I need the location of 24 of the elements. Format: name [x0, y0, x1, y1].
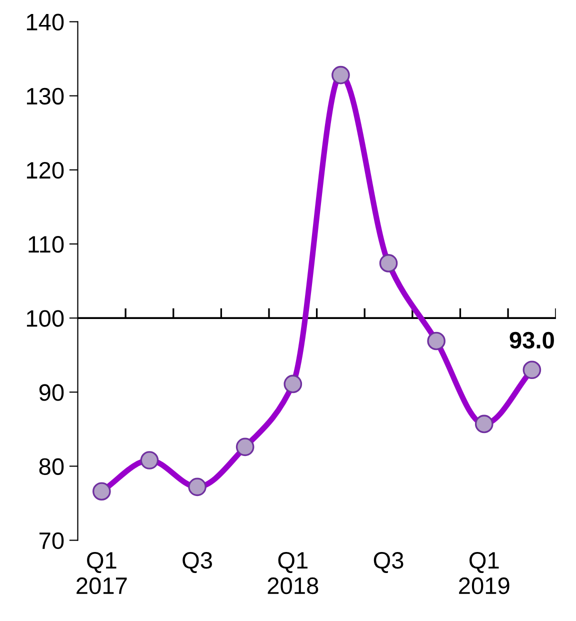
point: [236, 438, 254, 456]
point: [284, 374, 302, 394]
y-tick-label: 100: [26, 310, 64, 327]
x-tick-label: Q3: [374, 552, 404, 573]
x-tick-label: Q1 2017: [76, 552, 127, 594]
y-tick-label: 80: [39, 458, 64, 475]
point: [332, 66, 350, 84]
point: [522, 360, 542, 380]
y-tick-label: 70: [40, 532, 64, 550]
y-tick-label: 110: [28, 236, 64, 253]
point: [379, 254, 398, 272]
y-tick-label: 140: [26, 14, 64, 31]
y-tick-label: 120: [26, 162, 64, 179]
x-tick-label: Q1 2018: [268, 552, 318, 594]
data-label: 93.0: [510, 332, 554, 349]
point: [427, 332, 446, 350]
x-tick-label: Q3: [182, 552, 212, 573]
point: [140, 451, 159, 470]
point: [92, 482, 111, 501]
point: [188, 478, 206, 496]
y-tick-label: 130: [26, 88, 64, 105]
x-tick-label: Q1 2019: [459, 552, 510, 594]
y-tick-label: 90: [39, 384, 64, 401]
point: [474, 414, 494, 434]
